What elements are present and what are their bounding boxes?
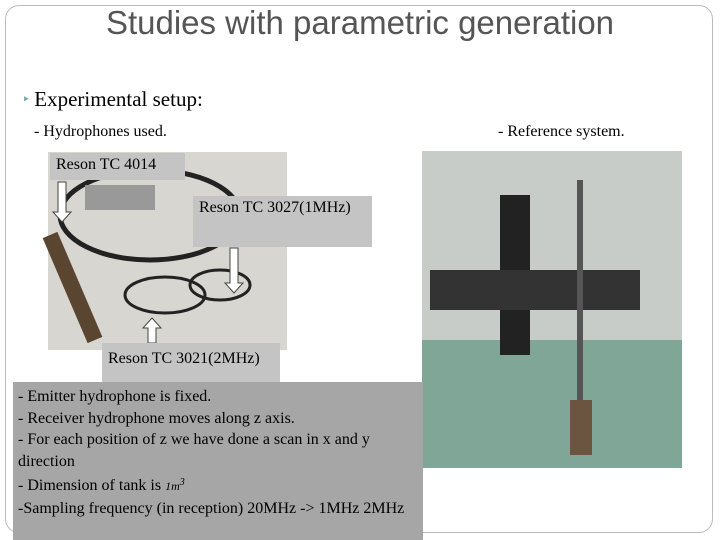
note: - Emitter hydrophone is fixed. bbox=[18, 388, 212, 405]
note: - Receiver hydrophone moves along z axis… bbox=[18, 409, 295, 427]
axis-arm bbox=[430, 270, 640, 310]
unit-exponent: 3 bbox=[179, 477, 185, 488]
note: -Sampling frequency (in reception) 20MHz… bbox=[18, 499, 405, 517]
receiver bbox=[570, 400, 592, 455]
connector-box bbox=[85, 185, 155, 210]
note-text: - Dimension of tank is bbox=[18, 477, 162, 494]
bullet: Experimental setup: bbox=[22, 87, 203, 112]
tank bbox=[422, 340, 682, 468]
notes-box: - Emitter hydrophone is fixed. - Receive… bbox=[13, 382, 423, 540]
label: Reson TC 3027(1MHz) bbox=[193, 196, 372, 247]
arrow bbox=[223, 247, 245, 294]
note: - Dimension of tank is 1m3 bbox=[18, 472, 418, 498]
label: Reson TC 4014 bbox=[50, 153, 185, 180]
cable bbox=[123, 275, 207, 315]
arrow bbox=[51, 181, 73, 223]
unit: 1m3 bbox=[165, 477, 185, 493]
arrow bbox=[141, 317, 163, 344]
left-heading: - Hydrophones used. bbox=[34, 123, 167, 140]
unit-base: 1m bbox=[165, 479, 180, 493]
bullet-text: Experimental setup: bbox=[34, 87, 203, 111]
right-heading: - Reference system. bbox=[498, 123, 625, 140]
label: Reson TC 3021(2MHz) bbox=[102, 343, 280, 388]
hydrophone bbox=[42, 231, 103, 344]
note: - For each position of z we have done a … bbox=[18, 431, 370, 470]
cable bbox=[188, 268, 252, 302]
title: Studies with parametric generation bbox=[105, 4, 615, 41]
